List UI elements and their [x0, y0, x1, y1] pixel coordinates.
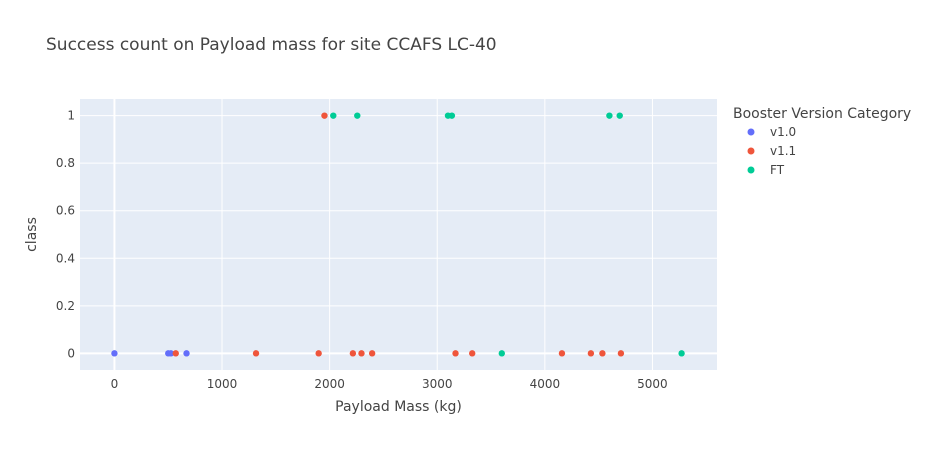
legend-label: FT — [770, 163, 785, 177]
x-tick-label: 2000 — [314, 377, 345, 391]
data-point-v1-1 — [358, 350, 365, 357]
y-tick-label: 0.2 — [56, 299, 75, 313]
data-point-ft — [354, 112, 361, 119]
data-point-v1-1 — [558, 350, 566, 357]
y-tick-labels: 0 0.2 0.4 0.6 0.8 1 — [56, 109, 75, 361]
data-point-v1-1 — [617, 350, 625, 357]
x-tick-label: 3000 — [422, 377, 453, 391]
data-point-ft — [448, 112, 456, 119]
data-point-v1-1 — [368, 350, 376, 357]
data-point-v1-0 — [183, 350, 190, 357]
x-tick-labels: 0 1000 2000 3000 4000 5000 — [111, 377, 668, 391]
legend-title: Booster Version Category — [733, 106, 911, 122]
plot-area — [80, 99, 717, 370]
data-point-ft — [330, 112, 337, 119]
data-point-v1-0 — [167, 350, 175, 357]
y-tick-label: 0.4 — [56, 251, 75, 265]
y-gridlines — [80, 115, 717, 355]
legend-marker — [747, 166, 755, 174]
x-axis-title: Payload Mass (kg) — [335, 399, 462, 415]
legend-label: v1.0 — [770, 125, 796, 139]
y-tick-label: 0.6 — [56, 204, 75, 218]
legend-marker — [747, 147, 755, 155]
data-point-v1-1 — [321, 112, 328, 119]
data-point-ft — [606, 112, 613, 119]
data-point-ft — [498, 350, 505, 357]
y-tick-label: 1 — [67, 109, 75, 123]
y-axis-title: class — [24, 217, 40, 252]
legend: Booster Version Category v1.0 v1.1 FT — [733, 106, 911, 177]
x-gridlines — [113, 99, 653, 370]
data-point-ft — [678, 350, 685, 357]
legend-items: v1.0 v1.1 FT — [747, 125, 796, 177]
y-tick-label: 0.8 — [56, 156, 75, 170]
data-point-v1-1 — [452, 350, 459, 357]
data-point-v1-1 — [172, 350, 179, 357]
data-point-ft — [616, 112, 623, 119]
chart-title: Success count on Payload mass for site C… — [46, 35, 497, 55]
data-points — [111, 112, 685, 357]
data-point-v1-1 — [469, 350, 476, 357]
x-tick-label: 5000 — [637, 377, 668, 391]
x-tick-label: 4000 — [530, 377, 561, 391]
data-point-v1-1 — [599, 350, 606, 357]
y-tick-label: 0 — [67, 346, 75, 360]
x-tick-label: 1000 — [207, 377, 238, 391]
data-point-v1-0 — [111, 350, 118, 357]
legend-label: v1.1 — [770, 144, 796, 158]
x-tick-label: 0 — [111, 377, 119, 391]
data-point-v1-1 — [315, 350, 322, 357]
legend-marker — [747, 128, 755, 136]
data-point-v1-1 — [349, 350, 357, 357]
data-point-v1-1 — [252, 350, 260, 357]
data-point-v1-1 — [587, 350, 595, 357]
